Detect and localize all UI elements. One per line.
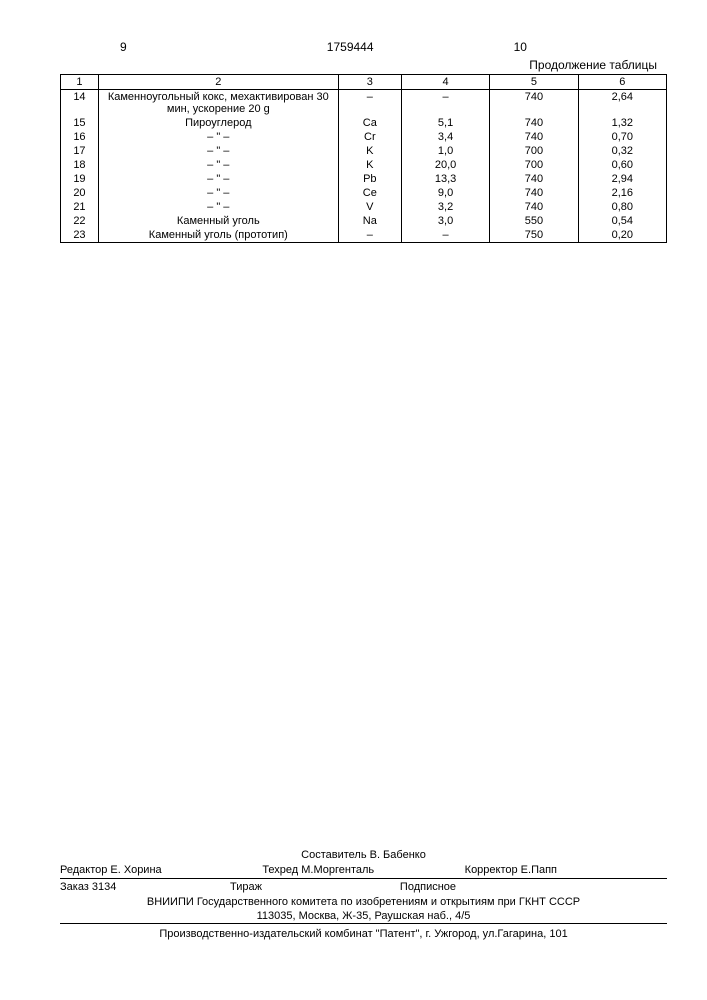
table-cell: 16 [61,130,99,144]
editor: Редактор Е. Хорина [60,864,262,876]
table-cell: Na [338,214,401,228]
table-cell: 15 [61,116,99,130]
table-row: 16– " –Cr3,47400,70 [61,130,667,144]
table-cell: – [401,228,489,243]
table-cell: – [401,90,489,117]
table-cell: Каменный уголь [98,214,338,228]
table-header-row: 1 2 3 4 5 6 [61,75,667,90]
table-cell: 2,64 [578,90,666,117]
subscr: Подписное [400,881,667,893]
header-left: 9 [120,40,127,54]
table-cell: 18 [61,158,99,172]
table-cell: – " – [98,200,338,214]
table-cell: – " – [98,144,338,158]
table-cell: 740 [490,172,578,186]
table-cell: 5,1 [401,116,489,130]
col-header: 6 [578,75,666,90]
table-cell: 740 [490,130,578,144]
table-row: 17– " –K1,07000,32 [61,144,667,158]
order: Заказ 3134 [60,881,230,893]
table-cell: 1,0 [401,144,489,158]
table-cell: 740 [490,200,578,214]
table-cell: 9,0 [401,186,489,200]
table-cell: 1,32 [578,116,666,130]
table-row: 15ПироуглеродCa5,17401,32 [61,116,667,130]
tirazh: Тираж [230,881,400,893]
org-line-2: 113035, Москва, Ж-35, Раушская наб., 4/5 [60,909,667,923]
data-table: 1 2 3 4 5 6 14Каменноугольный кокс, меха… [60,74,667,243]
table-cell: 13,3 [401,172,489,186]
table-row: 20– " –Ce9,07402,16 [61,186,667,200]
col-header: 2 [98,75,338,90]
col-header: 4 [401,75,489,90]
table-cell: 0,80 [578,200,666,214]
table-row: 18– " –K20,07000,60 [61,158,667,172]
table-cell: 20 [61,186,99,200]
table-cell: – " – [98,130,338,144]
table-cell: 0,54 [578,214,666,228]
table-cell: 0,70 [578,130,666,144]
table-cell: 22 [61,214,99,228]
credits-row: Редактор Е. Хорина Техред М.Моргенталь К… [60,862,667,878]
table-cell: 2,16 [578,186,666,200]
table-cell: 750 [490,228,578,243]
table-cell: 3,4 [401,130,489,144]
table-cell: Каменноугольный кокс, мехактивирован 30 … [98,90,338,117]
header-center: 1759444 [327,40,374,54]
table-cell: 2,94 [578,172,666,186]
col-header: 1 [61,75,99,90]
table-cell: – " – [98,186,338,200]
corrector: Корректор Е.Папп [465,864,667,876]
table-cell: – " – [98,172,338,186]
table-cell: 740 [490,116,578,130]
col-header: 5 [490,75,578,90]
table-cell: Каменный уголь (прототип) [98,228,338,243]
table-cell: 20,0 [401,158,489,172]
table-cell: – " – [98,158,338,172]
table-cell: – [338,228,401,243]
table-row: 22Каменный угольNa3,05500,54 [61,214,667,228]
table-cell: K [338,158,401,172]
table-cell: 0,60 [578,158,666,172]
table-row: 19– " –Pb13,37402,94 [61,172,667,186]
footer-block: Составитель В. Бабенко Редактор Е. Хорин… [60,848,667,940]
table-cell: Пироуглерод [98,116,338,130]
table-cell: 700 [490,144,578,158]
org-line-1: ВНИИПИ Государственного комитета по изоб… [60,895,667,909]
tehred: Техред М.Моргенталь [262,864,464,876]
table-cell: 19 [61,172,99,186]
col-header: 3 [338,75,401,90]
order-row: Заказ 3134 Тираж Подписное [60,879,667,895]
table-cell: 0,32 [578,144,666,158]
table-cell: Ca [338,116,401,130]
table-caption: Продолжение таблицы [60,58,667,72]
table-row: 21– " –V3,27400,80 [61,200,667,214]
page-header: 9 1759444 10 [60,40,667,54]
header-right: 10 [514,40,527,54]
table-cell: 21 [61,200,99,214]
table-cell: 550 [490,214,578,228]
producer-line: Производственно-издательский комбинат "П… [60,924,667,940]
table-row: 14Каменноугольный кокс, мехактивирован 3… [61,90,667,117]
table-cell: 14 [61,90,99,117]
table-cell: Ce [338,186,401,200]
table-cell: 23 [61,228,99,243]
table-cell: 0,20 [578,228,666,243]
table-cell: 700 [490,158,578,172]
table-cell: 3,0 [401,214,489,228]
table-cell: 3,2 [401,200,489,214]
table-cell: K [338,144,401,158]
table-cell: Pb [338,172,401,186]
table-cell: Cr [338,130,401,144]
table-row: 23Каменный уголь (прототип)––7500,20 [61,228,667,243]
table-cell: 740 [490,90,578,117]
table-cell: 740 [490,186,578,200]
table-cell: – [338,90,401,117]
table-cell: 17 [61,144,99,158]
compiler-line: Составитель В. Бабенко [60,848,667,862]
table-cell: V [338,200,401,214]
